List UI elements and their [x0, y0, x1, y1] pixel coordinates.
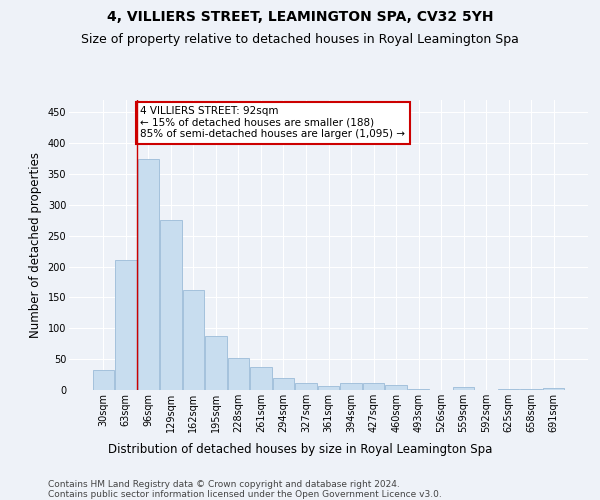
- Bar: [137, 158, 159, 390]
- Bar: [92, 370, 114, 390]
- Text: 4 VILLIERS STREET: 92sqm
← 15% of detached houses are smaller (188)
85% of semi-: 4 VILLIERS STREET: 92sqm ← 15% of detach…: [140, 106, 406, 140]
- Y-axis label: Number of detached properties: Number of detached properties: [29, 152, 42, 338]
- Bar: [385, 385, 407, 390]
- Bar: [228, 358, 249, 390]
- Bar: [318, 386, 339, 390]
- Text: Distribution of detached houses by size in Royal Leamington Spa: Distribution of detached houses by size …: [108, 442, 492, 456]
- Text: 4, VILLIERS STREET, LEAMINGTON SPA, CV32 5YH: 4, VILLIERS STREET, LEAMINGTON SPA, CV32…: [107, 10, 493, 24]
- Bar: [453, 387, 475, 390]
- Bar: [160, 220, 182, 390]
- Bar: [182, 290, 204, 390]
- Bar: [273, 378, 294, 390]
- Bar: [340, 383, 362, 390]
- Bar: [295, 382, 317, 390]
- Bar: [205, 336, 227, 390]
- Bar: [520, 389, 542, 390]
- Text: Contains HM Land Registry data © Crown copyright and database right 2024.: Contains HM Land Registry data © Crown c…: [48, 480, 400, 489]
- Bar: [363, 383, 384, 390]
- Bar: [250, 366, 272, 390]
- Text: Contains public sector information licensed under the Open Government Licence v3: Contains public sector information licen…: [48, 490, 442, 499]
- Bar: [408, 389, 429, 390]
- Bar: [498, 389, 520, 390]
- Bar: [115, 260, 137, 390]
- Text: Size of property relative to detached houses in Royal Leamington Spa: Size of property relative to detached ho…: [81, 32, 519, 46]
- Bar: [543, 388, 565, 390]
